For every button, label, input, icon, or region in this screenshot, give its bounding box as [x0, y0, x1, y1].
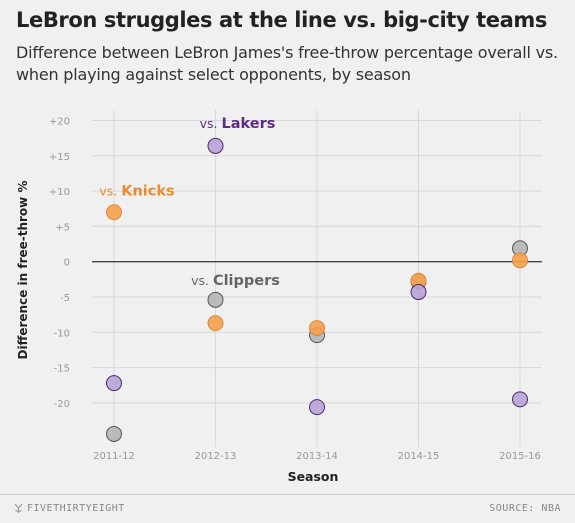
fivethirtyeight-logo-icon	[14, 503, 23, 513]
data-point-lakers	[410, 284, 427, 301]
y-tick-label: +20	[49, 117, 70, 128]
x-tick-label: 2015-16	[499, 451, 541, 462]
y-tick-label: -15	[54, 364, 70, 375]
data-point-knicks	[106, 204, 122, 221]
x-axis-title: Season	[288, 469, 339, 484]
x-tick-label: 2013-14	[296, 451, 338, 462]
data-point-knicks	[512, 252, 528, 269]
series-label-prefix: vs.	[200, 116, 222, 131]
y-axis-title: Difference in free-throw %	[16, 181, 30, 360]
series-label-knicks: vs. Knicks	[99, 183, 174, 199]
series-label-lakers: vs. Lakers	[200, 116, 276, 132]
x-tick-label: 2014-15	[398, 451, 440, 462]
y-tick-label: +10	[49, 187, 70, 198]
data-point-lakers	[207, 137, 224, 154]
footer: FIVETHIRTYEIGHT SOURCE: NBA	[0, 494, 575, 523]
data-point-knicks	[207, 315, 224, 332]
brand: FIVETHIRTYEIGHT	[14, 503, 125, 514]
series-label-prefix: vs.	[191, 273, 213, 288]
y-tick-label: -20	[54, 399, 70, 410]
series-label-name: Lakers	[221, 116, 275, 132]
data-point-clippers	[207, 291, 224, 308]
scatter-chart: +20 +15 +10 +5 0 -5 -10 -15 -20 2011-12 2012-13 201…	[16, 110, 542, 484]
chart-subtitle: Difference between LeBron James's free-t…	[16, 43, 558, 84]
data-point-clippers	[106, 425, 122, 442]
y-tick-label: +15	[49, 152, 70, 163]
x-tick-label: 2011-12	[93, 451, 135, 462]
series-label-prefix: vs.	[99, 183, 121, 198]
data-point-lakers	[512, 391, 528, 408]
series-label-name: Knicks	[121, 183, 174, 199]
series-label-name: Clippers	[213, 273, 280, 289]
data-point-lakers	[106, 375, 122, 392]
y-tick-label: +5	[55, 222, 70, 233]
series-label-clippers: vs. Clippers	[191, 273, 280, 289]
y-tick-label: -5	[60, 293, 70, 304]
x-tick-label: 2012-13	[195, 451, 237, 462]
data-point-lakers	[309, 399, 325, 416]
source-label: SOURCE: NBA	[489, 503, 561, 514]
y-tick-label: 0	[64, 258, 70, 269]
y-tick-label: -10	[54, 328, 70, 339]
brand-label: FIVETHIRTYEIGHT	[27, 503, 125, 514]
data-point-knicks	[309, 320, 325, 337]
chart-title: LeBron struggles at the line vs. big-cit…	[16, 8, 547, 32]
